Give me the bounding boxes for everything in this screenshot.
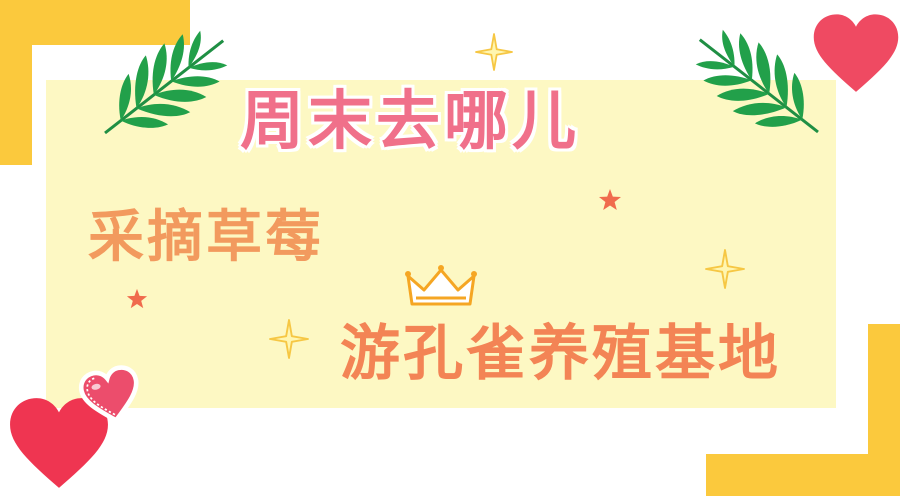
star-icon-right xyxy=(599,189,621,210)
sparkle-icon-top xyxy=(475,33,513,71)
background-panel xyxy=(46,80,836,408)
heart-icon-small xyxy=(78,365,139,424)
leaf-icon-left xyxy=(104,30,228,135)
leaf-icon-right xyxy=(695,29,819,134)
corner-bracket-bottom-right xyxy=(706,324,900,496)
activity-line-2: 游孔雀养殖基地 xyxy=(340,319,781,389)
star-icon-left xyxy=(126,288,148,309)
heart-icon-top-right xyxy=(813,14,899,92)
corner-bracket-top-left xyxy=(0,0,190,165)
crown-icon xyxy=(405,265,477,306)
headline-title: 周末去哪儿 xyxy=(240,85,580,159)
sparkle-icon-right xyxy=(705,249,745,289)
heart-icon-bottom-left xyxy=(10,398,108,488)
activity-line-1: 采摘草莓 xyxy=(88,205,324,270)
sparkle-icon-left xyxy=(269,319,309,359)
